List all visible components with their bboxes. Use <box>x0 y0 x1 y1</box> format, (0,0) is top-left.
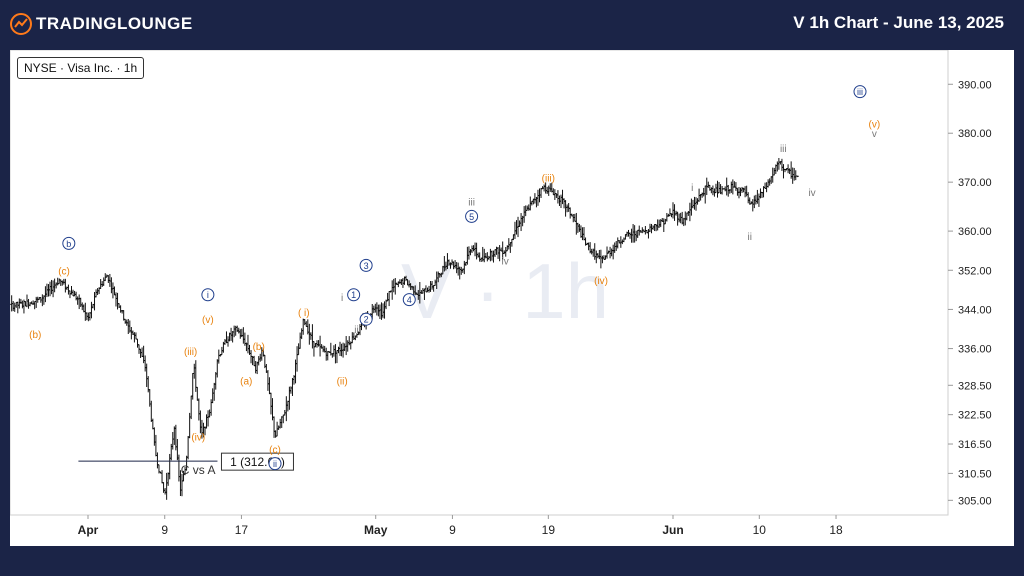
wave-label: (b) <box>29 330 41 341</box>
wave-label: (iii) <box>542 173 555 184</box>
wave-label: ii <box>747 232 751 243</box>
x-tick-label: 18 <box>829 523 843 537</box>
y-tick-label: 322.50 <box>958 410 992 422</box>
wave-label: iii <box>857 87 863 97</box>
wave-label: (iv) <box>594 276 608 287</box>
y-tick-label: 390.00 <box>958 79 992 91</box>
wave-label: 4 <box>407 295 412 305</box>
wave-label: ii <box>354 325 358 336</box>
wave-label: i <box>207 290 209 300</box>
wave-label: (a) <box>240 376 252 387</box>
wave-label-circle <box>268 457 282 471</box>
wave-label-circle <box>347 288 361 302</box>
wave-label: (c) <box>269 445 281 456</box>
x-tick-label: 10 <box>753 523 767 537</box>
brand-logo: TRADINGLOUNGE <box>10 12 193 36</box>
brand-mark-icon <box>10 13 32 35</box>
y-tick-label: 380.00 <box>958 128 992 140</box>
chart-panel[interactable]: V · 1h 390.00 380.00 370.00 360.00 352.00 344… <box>10 50 1014 546</box>
level-annotation: C vs A <box>181 463 216 477</box>
x-tick-label: May <box>364 523 388 537</box>
y-tick-label: 352.00 <box>958 265 992 277</box>
wave-label: (ii) <box>337 376 348 387</box>
wave-label: 3 <box>364 261 369 271</box>
wave-label: (v) <box>202 315 214 326</box>
wave-label: ii <box>273 459 277 469</box>
wave-label-circle <box>402 293 416 307</box>
x-tick-label: 9 <box>449 523 456 537</box>
y-tick-label: 370.00 <box>958 177 992 189</box>
wave-label: iv <box>808 188 815 199</box>
wave-label-circle <box>62 236 76 250</box>
wave-label: 2 <box>364 315 369 325</box>
wave-label: 5 <box>469 212 474 222</box>
wave-label: iii <box>468 198 475 209</box>
wave-label-circle <box>465 209 479 223</box>
symbol-label[interactable]: NYSE · Visa Inc. · 1h <box>17 57 145 79</box>
wave-label-circle <box>201 288 215 302</box>
top-bar: TRADINGLOUNGE V 1h Chart - June 13, 2025 <box>0 0 1024 48</box>
wave-label: (v) <box>869 119 881 130</box>
x-tick-label: 17 <box>235 523 249 537</box>
price-chart[interactable]: V · 1h 390.00 380.00 370.00 360.00 352.00 344… <box>10 50 1014 546</box>
wave-label: b <box>66 239 71 249</box>
wave-label: (iii) <box>184 347 197 358</box>
x-tick-label: 9 <box>161 523 168 537</box>
wave-label: (c) <box>58 266 70 277</box>
y-tick-label: 344.00 <box>958 304 992 316</box>
wave-label: iii <box>780 144 787 155</box>
watermark: V · 1h <box>401 247 609 335</box>
wave-label: i <box>341 293 343 304</box>
y-axis: 390.00 380.00 370.00 360.00 352.00 344.00 336.… <box>948 79 992 507</box>
wave-label: v <box>872 129 877 140</box>
wave-label-circle <box>853 85 867 99</box>
chart-title: V 1h Chart - June 13, 2025 <box>793 13 1004 32</box>
price-bars <box>10 157 799 500</box>
wave-label: iv <box>502 256 509 267</box>
wave-label-circle <box>359 312 373 326</box>
y-tick-label: 336.00 <box>958 344 992 356</box>
y-tick-label: 310.50 <box>958 468 992 480</box>
x-tick-label: Apr <box>78 523 99 537</box>
ohlc-bar <box>795 175 799 178</box>
x-tick-label: Jun <box>662 523 683 537</box>
wave-label: 1 <box>351 290 356 300</box>
brand-name: TRADINGLOUNGE <box>36 14 193 33</box>
wave-label: (b) <box>253 342 265 353</box>
y-tick-label: 305.00 <box>958 495 992 507</box>
wave-label: ( i) <box>298 308 310 319</box>
y-tick-label: 360.00 <box>958 226 992 238</box>
plot-area[interactable] <box>10 50 949 516</box>
wave-label: (iv) <box>191 433 205 444</box>
wave-labels: b(c)(b)i(v)(iii)(iv)(b)(a)(c)ii( i)(ii)i… <box>29 85 881 471</box>
y-tick-label: 328.50 <box>958 380 992 392</box>
x-axis: Apr 9 17 May 9 19 Jun 10 18 <box>78 515 843 537</box>
x-tick-label: 19 <box>542 523 556 537</box>
y-tick-label: 316.50 <box>958 439 992 451</box>
wave-label: i <box>691 183 693 194</box>
wave-label-circle <box>359 258 373 272</box>
